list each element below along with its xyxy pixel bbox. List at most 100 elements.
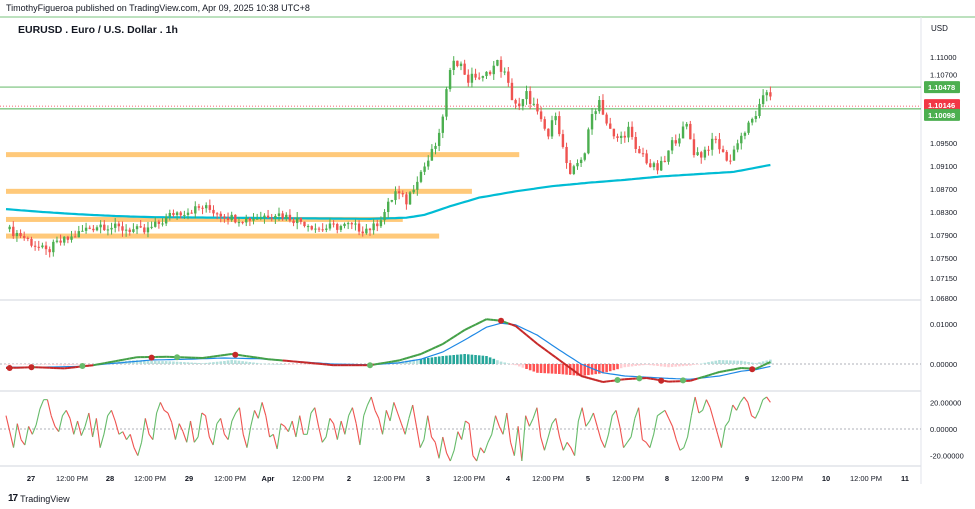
candle-body (8, 226, 11, 230)
osc-line-segment (596, 426, 602, 440)
candle-body (186, 212, 190, 215)
candle-body (255, 218, 259, 220)
osc-line-segment (679, 447, 685, 451)
macd-line-segment (504, 321, 509, 325)
osc-line-segment (668, 418, 673, 427)
osc-line-segment (434, 442, 440, 459)
price-tick-label: 1.07900 (930, 231, 957, 240)
osc-line-segment (212, 423, 218, 446)
macd-line-segment (402, 357, 407, 361)
osc-line-segment (483, 442, 489, 454)
candle-body (470, 73, 474, 83)
macd-histogram-bar (557, 364, 561, 374)
macd-line-segment (388, 360, 393, 364)
currency-label: USD (931, 24, 948, 33)
osc-line-segment (442, 436, 448, 454)
candle-body (336, 223, 339, 230)
osc-line-segment (159, 402, 165, 411)
candle-body (601, 100, 605, 115)
macd-histogram-bar (459, 354, 463, 364)
osc-line-segment (227, 420, 233, 440)
macd-line-segment (478, 320, 484, 324)
osc-line-segment (291, 420, 297, 438)
osc-line-segment (397, 412, 402, 424)
candle-body (241, 222, 244, 224)
candle-body (194, 206, 197, 214)
candle-body (317, 228, 321, 230)
candle-body (456, 60, 459, 67)
osc-line-segment (513, 426, 519, 456)
candle-body (594, 111, 597, 115)
candle-body (252, 218, 255, 221)
candle-body (689, 123, 692, 140)
osc-line-segment (536, 407, 542, 438)
macd-cross-marker (749, 366, 756, 373)
osc-line-segment (31, 424, 37, 435)
macd-line-segment (445, 338, 451, 343)
price-tick-label: 1.11000 (930, 53, 957, 62)
osc-line-segment (453, 431, 459, 451)
macd-line-segment (413, 354, 418, 358)
osc-line-segment (137, 442, 143, 456)
macd-histogram-bar (146, 360, 150, 364)
macd-line-segment (100, 362, 105, 365)
osc-line-segment (615, 410, 621, 427)
macd-histogram-bar (48, 364, 51, 365)
candle-body (70, 236, 73, 240)
macd-histogram-bar (150, 361, 153, 364)
osc-tick-label: 20.00000 (930, 398, 961, 407)
macd-line-segment (125, 357, 130, 361)
osc-line-segment (532, 407, 538, 419)
candle-body (44, 245, 48, 250)
osc-line-segment (461, 420, 466, 440)
candle-body (627, 126, 630, 138)
macd-line-segment (766, 361, 771, 365)
macd-line-segment (246, 355, 251, 358)
macd-line-segment (558, 359, 564, 364)
macd-histogram-bar (765, 360, 769, 364)
candle-body (303, 221, 306, 227)
candle-body (379, 220, 383, 227)
zone-3 (6, 233, 440, 239)
macd-histogram-bar (88, 364, 92, 365)
macd-line-segment (442, 340, 447, 345)
candle-body (700, 152, 703, 158)
macd-cross-marker (367, 362, 373, 369)
macd-histogram-bar (769, 359, 772, 364)
osc-line-segment (543, 436, 549, 451)
macd-line-segment (475, 321, 480, 326)
candle-body (394, 191, 397, 201)
macd-line-segment (730, 368, 735, 371)
macd-histogram-bar (699, 363, 703, 365)
candle-body (532, 103, 535, 105)
candle-body (740, 135, 743, 144)
macd-line-segment (238, 354, 243, 357)
candle-body (496, 59, 499, 66)
candle-body (346, 223, 350, 225)
candle-body (310, 226, 313, 230)
osc-line-segment (208, 436, 214, 446)
osc-line-segment (24, 426, 30, 446)
osc-line-segment (577, 407, 583, 422)
candle-body (325, 228, 328, 230)
macd-histogram-bar (84, 364, 88, 365)
osc-line-segment (95, 418, 101, 448)
macd-line-segment (726, 369, 731, 372)
time-tick-label: 12:00 PM (373, 474, 405, 483)
macd-histogram-bar (255, 362, 259, 364)
osc-line-segment (107, 410, 112, 416)
macd-line-segment (518, 328, 524, 333)
macd-line-segment (373, 363, 378, 366)
macd-line-segment (377, 362, 382, 365)
osc-line-segment (657, 412, 662, 417)
osc-line-segment (370, 396, 376, 411)
osc-line-segment (197, 412, 203, 438)
osc-line-segment (265, 415, 271, 438)
macd-histogram-bar (456, 354, 459, 364)
osc-line-segment (12, 423, 18, 448)
macd-histogram-bar (630, 364, 634, 367)
candle-body (423, 166, 426, 172)
candle-body (270, 217, 273, 219)
